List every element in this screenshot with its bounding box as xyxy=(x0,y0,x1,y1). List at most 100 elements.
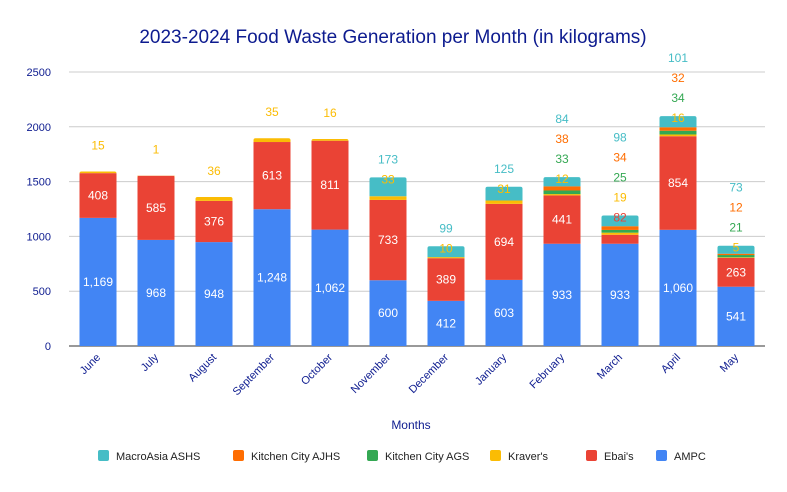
legend-item[interactable]: Kitchen City AGS xyxy=(367,450,469,463)
bar-segment xyxy=(485,279,523,346)
data-label: 811 xyxy=(320,178,339,192)
x-tick-label: September xyxy=(231,351,278,398)
bar-segment xyxy=(311,138,349,141)
bar-segment xyxy=(601,243,639,346)
bar-segment xyxy=(79,171,117,174)
x-tick-label: January xyxy=(473,351,510,388)
bar-segment xyxy=(543,190,581,195)
bar-segment xyxy=(369,199,407,281)
y-tick-label: 500 xyxy=(33,286,51,298)
bar-segment xyxy=(195,196,233,201)
data-label: 408 xyxy=(88,189,108,203)
data-label: 1,169 xyxy=(83,275,113,289)
data-label: 73 xyxy=(729,181,743,195)
bar-segment xyxy=(543,243,581,346)
x-tick-label: July xyxy=(139,351,162,374)
bar-segment xyxy=(427,300,465,346)
data-label: 263 xyxy=(726,265,746,279)
bar-segment xyxy=(369,280,407,346)
legend-label: Ebai's xyxy=(604,451,634,463)
y-tick-label: 2000 xyxy=(27,122,51,134)
data-label: 31 xyxy=(497,182,511,196)
data-label: 33 xyxy=(555,152,569,166)
legend-label: Kitchen City AGS xyxy=(385,451,469,463)
x-axis-label: Months xyxy=(391,418,430,432)
data-label: 38 xyxy=(555,132,569,146)
data-label: 389 xyxy=(436,273,456,287)
bar-segment xyxy=(369,177,407,197)
legend-item[interactable]: Ebai's xyxy=(586,450,634,463)
bar-segment xyxy=(659,229,697,346)
bar-segment xyxy=(659,134,697,137)
x-tick-label: August xyxy=(186,352,219,385)
data-label: 101 xyxy=(668,51,688,65)
bar-segment xyxy=(717,255,755,258)
legend-label: Kitchen City AJHS xyxy=(251,451,340,463)
bar-segment xyxy=(601,234,639,244)
data-label: 125 xyxy=(494,162,514,176)
bar-segment xyxy=(659,136,697,230)
bar-segment xyxy=(137,239,175,346)
bar-segment xyxy=(427,246,465,258)
bar-segment xyxy=(717,257,755,258)
data-label: 16 xyxy=(671,111,685,125)
legend-swatch xyxy=(586,450,597,461)
bar-segment xyxy=(601,215,639,227)
bar-segment xyxy=(717,253,755,256)
bar-segment xyxy=(543,195,581,244)
data-label: 34 xyxy=(671,91,685,105)
bar-segment xyxy=(543,194,581,196)
legend-item[interactable]: Kitchen City AJHS xyxy=(233,450,340,463)
bar-segment xyxy=(195,200,233,243)
legend-label: AMPC xyxy=(674,451,706,463)
bar-segment xyxy=(659,127,697,131)
bar-segment xyxy=(253,138,291,143)
legend-label: MacroAsia ASHS xyxy=(116,451,200,463)
data-label: 98 xyxy=(613,130,627,144)
data-label: 25 xyxy=(613,170,627,184)
bar-segment xyxy=(659,130,697,135)
data-label: 1,248 xyxy=(257,271,287,285)
bar-segment xyxy=(543,177,581,187)
data-label: 412 xyxy=(436,316,456,330)
data-label: 19 xyxy=(613,190,627,204)
data-label: 948 xyxy=(204,287,224,301)
data-label: 32 xyxy=(671,71,685,85)
x-tick-label: December xyxy=(407,351,452,396)
x-tick-label: May xyxy=(718,351,742,375)
bar-segment xyxy=(369,196,407,200)
bar-segment xyxy=(253,142,291,210)
bar-segment xyxy=(311,229,349,346)
data-label: 16 xyxy=(323,106,337,120)
bar-segment xyxy=(601,232,639,235)
legend-label: Kraver's xyxy=(508,451,548,463)
bar-segment xyxy=(601,229,639,233)
data-label: 933 xyxy=(610,288,630,302)
legend-item[interactable]: MacroAsia ASHS xyxy=(98,450,200,463)
data-label: 12 xyxy=(555,172,569,186)
data-label: 84 xyxy=(555,112,569,126)
bar-segment xyxy=(485,203,523,280)
x-tick-label: October xyxy=(299,351,335,387)
data-label: 694 xyxy=(494,235,514,249)
data-label: 99 xyxy=(439,221,453,235)
data-label: 35 xyxy=(265,105,279,119)
legend-item[interactable]: AMPC xyxy=(656,450,706,463)
y-tick-label: 1500 xyxy=(27,177,51,189)
legend-swatch xyxy=(490,450,501,461)
data-label: 12 xyxy=(729,201,743,215)
data-label: 600 xyxy=(378,306,398,320)
data-label: 82 xyxy=(613,210,627,224)
bar-segment xyxy=(717,286,755,346)
x-tick-label: June xyxy=(78,352,103,377)
data-label: 173 xyxy=(378,152,398,166)
data-label: 21 xyxy=(729,221,743,235)
data-label: 541 xyxy=(726,309,746,323)
data-label: 15 xyxy=(91,139,105,153)
bar-segment xyxy=(79,173,117,218)
data-label: 376 xyxy=(204,214,224,228)
data-label: 5 xyxy=(733,241,740,255)
legend-item[interactable]: Kraver's xyxy=(490,450,548,463)
bar-segment xyxy=(717,245,755,254)
